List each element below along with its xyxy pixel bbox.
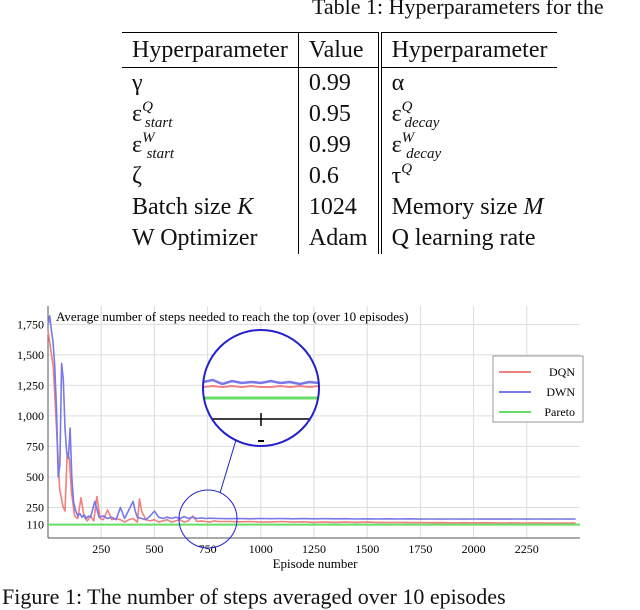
table-row: γ 0.99 α	[122, 67, 557, 99]
value-cell: 1024	[298, 192, 382, 223]
magnifier-connector	[219, 439, 237, 494]
magnifier-inset	[203, 378, 319, 442]
magnifier-dwn-line	[203, 378, 319, 386]
zoom-magnifier	[178, 329, 320, 549]
legend-label-dwn: DWN	[546, 385, 575, 399]
x-axis-label: Episode number	[273, 556, 359, 571]
x-tick-label: 1000	[249, 542, 273, 556]
param-cell: εWstart	[122, 130, 299, 162]
header-value: Value	[298, 32, 382, 68]
chart-legend: DQN DWN Pareto	[492, 355, 584, 423]
param-cell: Memory size M	[391, 194, 544, 220]
x-tick-label: 2000	[462, 542, 486, 556]
legend-label-dqn: DQN	[549, 365, 575, 379]
y-tick-label: 1,500	[17, 348, 44, 362]
y-tick-label: 750	[26, 439, 44, 453]
y-tick-label: 1,000	[17, 409, 44, 423]
legend-label-pareto: Pareto	[544, 405, 575, 419]
magnifier-outline	[202, 329, 320, 447]
y-tick-label: 500	[26, 470, 44, 484]
x-tick-label: 2250	[515, 542, 539, 556]
param-cell: τQ	[391, 161, 413, 190]
chart-tick-labels: 250 500 750 1000 1250 1500 1750 2000 2250 110 250 5…	[17, 317, 539, 556]
param-cell: α	[391, 70, 405, 96]
table-row: W Optimizer Adam Q learning rate	[122, 223, 557, 254]
series-line-dwn	[47, 315, 576, 521]
table-caption: Table 1: Hyperparameters for the	[312, 0, 604, 19]
y-tick-label: 250	[26, 500, 44, 514]
y-tick-label: 1,250	[17, 378, 44, 392]
figure-caption: Figure 1: The number of steps averaged o…	[2, 584, 506, 609]
header-hyperparameter-1: Hyperparameter	[122, 32, 299, 68]
magnifier-dqn-line	[203, 384, 319, 389]
steps-line-chart: 250 500 750 1000 1250 1500 1750 2000 2250 110 250 5…	[17, 306, 584, 571]
header-hyperparameter-2: Hyperparameter	[379, 32, 558, 68]
param-cell: εWdecay	[391, 130, 442, 162]
param-cell: Q learning rate	[391, 225, 536, 251]
table-row: ζ 0.6 τQ	[122, 161, 557, 192]
value-cell: 0.99	[298, 130, 382, 161]
x-tick-label: 750	[199, 542, 217, 556]
table-header-row: Hyperparameter Value Hyperparameter	[122, 32, 558, 68]
param-cell: ζ	[122, 161, 299, 192]
param-cell: Batch size K	[122, 192, 299, 223]
chart-axes	[47, 306, 580, 539]
x-tick-label: 1250	[302, 542, 326, 556]
value-cell: 0.99	[298, 67, 382, 99]
table-row: εQstart 0.95 εQdecay	[122, 99, 557, 131]
param-cell: εQdecay	[391, 99, 440, 131]
param-cell: εQstart	[122, 99, 299, 131]
x-tick-label: 1500	[355, 542, 379, 556]
y-tick-label: 1,750	[17, 317, 44, 331]
chart-title: Average number of steps needed to reach …	[56, 309, 408, 324]
value-cell: 0.6	[298, 161, 382, 192]
value-cell: 0.95	[298, 99, 382, 130]
x-tick-label: 1750	[408, 542, 432, 556]
hyperparameter-table: Hyperparameter Value Hyperparameter γ 0.…	[122, 32, 558, 254]
value-cell: Adam	[298, 223, 382, 254]
param-cell: γ	[122, 67, 299, 99]
table-row: Batch size K 1024 Memory size M	[122, 192, 557, 223]
x-tick-label: 500	[145, 542, 163, 556]
magnifier-source-circle	[178, 489, 238, 549]
chart-series	[47, 315, 580, 526]
param-cell: W Optimizer	[122, 223, 299, 254]
x-tick-label: 250	[92, 542, 110, 556]
table-row: εWstart 0.99 εWdecay	[122, 130, 557, 162]
y-tick-label: 110	[26, 518, 44, 532]
